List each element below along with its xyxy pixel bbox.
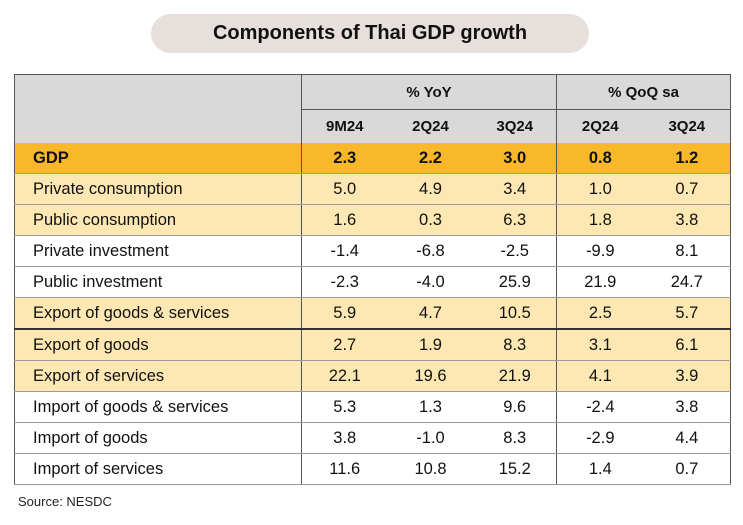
cell-value: 0.8 — [556, 143, 644, 174]
cell-value: 1.0 — [556, 173, 644, 205]
cell-value: -2.9 — [556, 422, 644, 454]
cell-value: 1.6 — [301, 204, 388, 236]
table-row: Import of services 11.6 10.8 15.2 1.4 0.… — [14, 453, 731, 485]
cell-value: 2.3 — [301, 143, 388, 174]
cell-value: 1.8 — [556, 204, 644, 236]
cell-value: 21.9 — [473, 360, 557, 392]
cell-value: 8.1 — [643, 235, 731, 267]
cell-value: -1.0 — [387, 422, 474, 454]
cell-value: 11.6 — [301, 453, 388, 485]
cell-value: 10.8 — [387, 453, 474, 485]
table-row: Export of goods & services 5.9 4.7 10.5 … — [14, 297, 731, 330]
cell-value: 5.7 — [643, 297, 731, 330]
row-label: Export of goods & services — [14, 297, 302, 330]
cell-value: 19.6 — [387, 360, 474, 392]
cell-value: 2.2 — [387, 143, 474, 174]
cell-value: 8.3 — [473, 422, 557, 454]
cell-value: 22.1 — [301, 360, 388, 392]
row-label: Public investment — [14, 266, 302, 298]
row-label: Export of goods — [14, 329, 302, 361]
table-row: Export of services 22.1 19.6 21.9 4.1 3.… — [14, 360, 731, 392]
table-row: Import of goods & services 5.3 1.3 9.6 -… — [14, 391, 731, 423]
row-label: Private investment — [14, 235, 302, 267]
cell-value: 3.8 — [301, 422, 388, 454]
header-blank-cell — [14, 109, 302, 143]
cell-value: -2.3 — [301, 266, 388, 298]
row-label: Public consumption — [14, 204, 302, 236]
cell-value: 3.0 — [473, 143, 557, 174]
header-period: 3Q24 — [643, 109, 731, 143]
cell-value: 21.9 — [556, 266, 644, 298]
table-row: Import of goods 3.8 -1.0 8.3 -2.9 4.4 — [14, 422, 731, 454]
gdp-components-table: % YoY % QoQ sa 9M24 2Q24 3Q24 2Q24 3Q24 … — [14, 74, 732, 485]
cell-value: 4.4 — [643, 422, 731, 454]
header-row-groups: % YoY % QoQ sa — [14, 74, 731, 110]
cell-value: 3.1 — [556, 329, 644, 361]
cell-value: 4.9 — [387, 173, 474, 205]
header-blank-cell — [14, 74, 302, 110]
cell-value: 4.7 — [387, 297, 474, 330]
cell-value: 8.3 — [473, 329, 557, 361]
row-label: Export of services — [14, 360, 302, 392]
cell-value: 1.4 — [556, 453, 644, 485]
table-row: Export of goods 2.7 1.9 8.3 3.1 6.1 — [14, 329, 731, 361]
cell-value: 5.9 — [301, 297, 388, 330]
cell-value: -9.9 — [556, 235, 644, 267]
cell-value: -6.8 — [387, 235, 474, 267]
cell-value: 3.9 — [643, 360, 731, 392]
cell-value: 5.3 — [301, 391, 388, 423]
row-label: Import of goods — [14, 422, 302, 454]
cell-value: 24.7 — [643, 266, 731, 298]
header-group-qoq: % QoQ sa — [556, 74, 731, 110]
cell-value: 3.8 — [643, 391, 731, 423]
cell-value: 10.5 — [473, 297, 557, 330]
cell-value: -4.0 — [387, 266, 474, 298]
header-row-periods: 9M24 2Q24 3Q24 2Q24 3Q24 — [14, 109, 731, 143]
cell-value: 4.1 — [556, 360, 644, 392]
cell-value: 1.3 — [387, 391, 474, 423]
cell-value: 3.8 — [643, 204, 731, 236]
cell-value: 0.3 — [387, 204, 474, 236]
cell-value: 6.3 — [473, 204, 557, 236]
header-period: 3Q24 — [473, 109, 557, 143]
cell-value: -2.5 — [473, 235, 557, 267]
table-row: Private consumption 5.0 4.9 3.4 1.0 0.7 — [14, 173, 731, 205]
cell-value: 5.0 — [301, 173, 388, 205]
cell-value: -1.4 — [301, 235, 388, 267]
row-label: Private consumption — [14, 173, 302, 205]
cell-value: -2.4 — [556, 391, 644, 423]
cell-value: 1.2 — [643, 143, 731, 174]
cell-value: 2.7 — [301, 329, 388, 361]
cell-value: 25.9 — [473, 266, 557, 298]
table-row: Public consumption 1.6 0.3 6.3 1.8 3.8 — [14, 204, 731, 236]
cell-value: 1.9 — [387, 329, 474, 361]
cell-value: 6.1 — [643, 329, 731, 361]
table-row: Public investment -2.3 -4.0 25.9 21.9 24… — [14, 266, 731, 298]
row-label: Import of goods & services — [14, 391, 302, 423]
source-note: Source: NESDC — [18, 494, 112, 509]
cell-value: 0.7 — [643, 453, 731, 485]
header-period: 9M24 — [301, 109, 388, 143]
header-group-yoy: % YoY — [300, 74, 557, 110]
header-period: 2Q24 — [387, 109, 474, 143]
row-label: GDP — [14, 143, 302, 174]
row-label: Import of services — [14, 453, 302, 485]
cell-value: 15.2 — [473, 453, 557, 485]
cell-value: 0.7 — [643, 173, 731, 205]
header-period: 2Q24 — [556, 109, 644, 143]
cell-value: 3.4 — [473, 173, 557, 205]
cell-value: 9.6 — [473, 391, 557, 423]
table-row: GDP 2.3 2.2 3.0 0.8 1.2 — [14, 143, 731, 174]
table-title: Components of Thai GDP growth — [151, 14, 589, 53]
table-row: Private investment -1.4 -6.8 -2.5 -9.9 8… — [14, 235, 731, 267]
cell-value: 2.5 — [556, 297, 644, 330]
